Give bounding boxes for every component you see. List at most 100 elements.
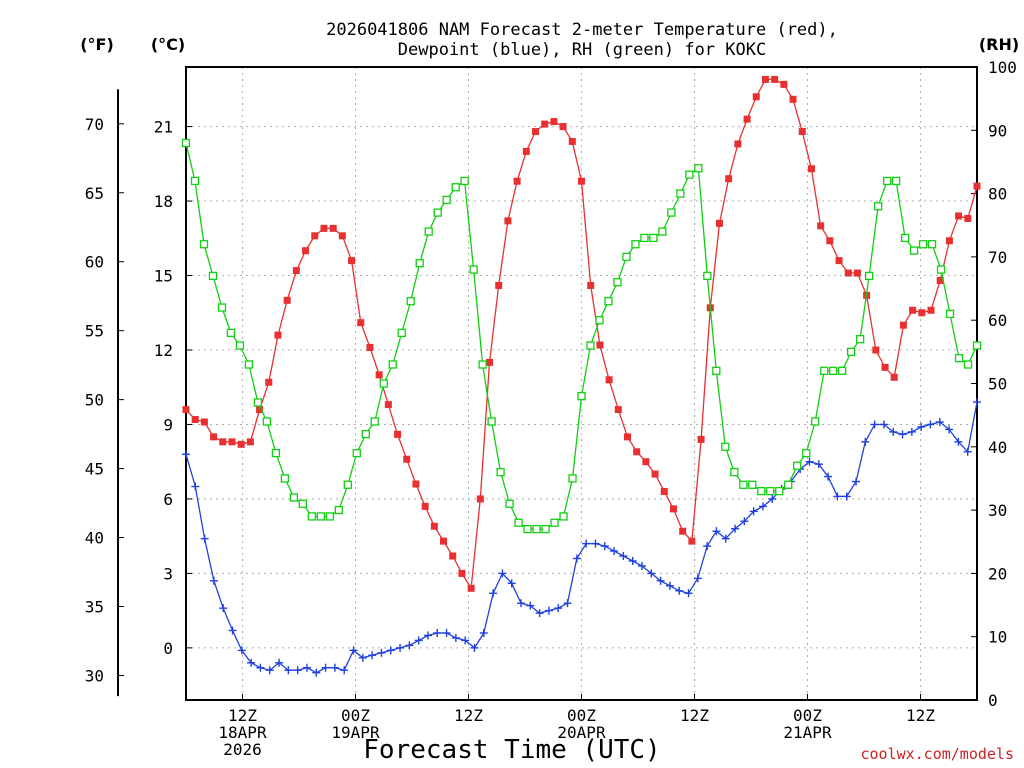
dewpoint-point <box>628 556 637 565</box>
temperature-point <box>366 344 374 352</box>
rh-point <box>280 474 290 483</box>
rh-point <box>460 176 469 186</box>
rh-point <box>388 360 397 369</box>
dewpoint-point <box>209 576 218 585</box>
dewpoint-point <box>321 663 330 672</box>
x-tick-label: 18APR <box>218 723 267 742</box>
temperature-point <box>338 232 346 240</box>
dewpoint-point <box>461 636 470 645</box>
temperature-point <box>320 224 328 232</box>
dewpoint-point <box>721 534 730 543</box>
dewpoint-point <box>591 539 600 548</box>
temperature-point <box>660 487 668 495</box>
dewpoint-point <box>507 579 516 588</box>
dewpoint-point <box>451 633 460 642</box>
dewpoint-point <box>284 666 293 675</box>
rh-point <box>748 480 757 489</box>
rh-point <box>577 392 586 401</box>
dewpoint-point <box>489 589 498 598</box>
dewpoint-point <box>675 586 684 595</box>
series-layer <box>181 75 982 677</box>
temperature-point <box>568 137 576 145</box>
fahrenheit-tick-label: 50 <box>85 391 104 410</box>
dewpoint-point <box>945 425 954 434</box>
temperature-point <box>587 281 595 289</box>
rh-point <box>784 480 793 489</box>
rh-point <box>936 265 946 274</box>
dewpoint-point <box>275 658 284 667</box>
dewpoint-point <box>917 422 926 431</box>
rh-point <box>190 176 200 186</box>
rh-point <box>415 259 424 268</box>
rh-point <box>505 499 514 508</box>
fahrenheit-tick-label: 30 <box>85 666 104 685</box>
temperature-point <box>872 346 880 354</box>
dewpoint-point <box>349 646 358 655</box>
rh-point <box>352 448 361 458</box>
temperature-point <box>394 430 402 438</box>
temperature-point <box>826 237 834 245</box>
temperature-point <box>798 128 806 136</box>
temperature-point <box>881 363 889 371</box>
celsius-tick-label: 12 <box>154 341 173 360</box>
plot-frame <box>185 66 978 701</box>
dewpoint-point <box>414 636 423 645</box>
rh-point <box>631 240 640 249</box>
temperature-point <box>219 438 227 446</box>
celsius-tick-label: 9 <box>163 415 173 434</box>
temperature-point <box>348 257 356 265</box>
temperature-point <box>936 276 944 284</box>
rh-point <box>622 252 631 262</box>
grid-lines <box>186 67 977 700</box>
chart-subtitle: Dewpoint (blue), RH (green) for KOKC <box>398 40 766 60</box>
rh-tick-label: 90 <box>988 121 1007 140</box>
dewpoint-point <box>600 542 609 551</box>
x-tick-label: 12Z <box>906 706 935 725</box>
temperature-point <box>375 371 383 379</box>
fahrenheit-tick-label: 55 <box>85 322 104 341</box>
dewpoint-point <box>554 604 563 613</box>
temperature-point <box>237 440 245 448</box>
celsius-tick-label: 18 <box>154 192 173 211</box>
unit-fahrenheit-label: (°F) <box>80 35 114 54</box>
dewpoint-point <box>712 527 721 536</box>
temperature-point <box>780 80 788 88</box>
rh-point <box>873 202 883 211</box>
rh-point <box>658 227 667 236</box>
rh-point <box>271 448 281 458</box>
rh-point <box>370 417 379 426</box>
temperature-point <box>430 522 438 530</box>
temperature-point <box>853 269 861 277</box>
rh-point <box>613 278 622 287</box>
temperature-point <box>403 455 411 463</box>
rh-point <box>532 524 541 534</box>
rh-point <box>847 347 856 357</box>
temperature-point <box>899 321 907 329</box>
rh-point <box>451 183 460 192</box>
dewpoint-point <box>582 539 591 548</box>
dewpoint-point <box>861 437 870 446</box>
temperature-point <box>596 341 604 349</box>
temperature-point <box>651 470 659 478</box>
temperature-point <box>688 537 696 545</box>
dewpoint-point <box>833 492 842 501</box>
temperature-point <box>927 306 935 314</box>
dewpoint-point <box>544 606 553 615</box>
rh-point <box>703 271 712 281</box>
dewpoint-point <box>879 420 888 429</box>
rh-point <box>838 366 847 375</box>
temperature-point <box>835 257 843 265</box>
rh-point <box>559 512 568 521</box>
dewpoint-point <box>758 502 767 511</box>
fahrenheit-tick-label: 65 <box>85 184 104 203</box>
temperature-point <box>274 331 282 339</box>
rh-tick-label: 20 <box>988 564 1007 583</box>
temperature-point <box>697 435 705 443</box>
rh-point <box>406 297 415 306</box>
dewpoint-point <box>377 648 386 657</box>
rh-point <box>316 512 325 521</box>
dewpoint-point <box>907 427 916 436</box>
rh-tick-label: 0 <box>988 691 998 710</box>
fahrenheit-tick-label: 45 <box>85 460 104 479</box>
